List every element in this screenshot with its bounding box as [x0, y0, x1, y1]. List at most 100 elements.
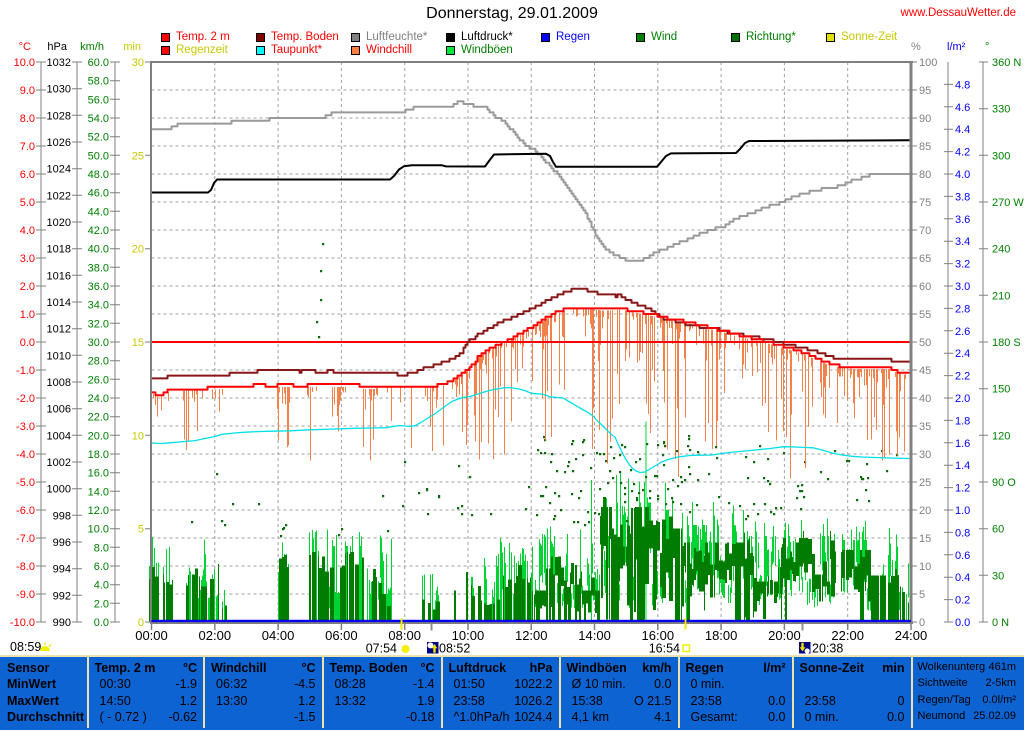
- svg-text:2.0: 2.0: [20, 281, 35, 293]
- svg-text:-3.0: -3.0: [16, 421, 35, 433]
- svg-text:l/m²: l/m²: [947, 41, 966, 53]
- svg-text:18:00: 18:00: [705, 628, 738, 643]
- svg-text:1010: 1010: [47, 350, 71, 362]
- svg-text:25: 25: [132, 150, 144, 162]
- svg-text:54.0: 54.0: [88, 113, 109, 125]
- svg-text:60.0: 60.0: [88, 57, 109, 69]
- svg-text:02:00: 02:00: [199, 628, 232, 643]
- svg-text:1016: 1016: [47, 270, 71, 282]
- svg-text:25: 25: [919, 477, 931, 489]
- svg-text:1014: 1014: [47, 297, 71, 309]
- svg-text:km/h: km/h: [80, 41, 104, 53]
- svg-text:8.0: 8.0: [20, 113, 35, 125]
- svg-text:4.8: 4.8: [955, 79, 970, 91]
- svg-text:5.0: 5.0: [20, 197, 35, 209]
- svg-text:2.6: 2.6: [955, 326, 970, 338]
- svg-text:04:00: 04:00: [262, 628, 295, 643]
- svg-text:210: 210: [992, 290, 1010, 302]
- svg-text:28.0: 28.0: [88, 356, 109, 368]
- svg-text:1006: 1006: [47, 404, 71, 416]
- svg-text:12.0: 12.0: [88, 505, 109, 517]
- svg-text:08:59: 08:59: [10, 640, 41, 654]
- svg-text:992: 992: [53, 590, 71, 602]
- svg-text:30: 30: [132, 57, 144, 69]
- svg-text:16:54: 16:54: [649, 642, 680, 656]
- svg-text:1020: 1020: [47, 217, 71, 229]
- svg-text:5: 5: [919, 589, 925, 601]
- svg-text:18.0: 18.0: [88, 449, 109, 461]
- svg-text:80: 80: [919, 169, 931, 181]
- svg-text:10.0: 10.0: [88, 524, 109, 536]
- svg-text:20.0: 20.0: [88, 430, 109, 442]
- svg-text:1032: 1032: [47, 57, 71, 69]
- svg-text:4.2: 4.2: [955, 147, 970, 159]
- svg-text:45: 45: [919, 365, 931, 377]
- svg-text:994: 994: [53, 564, 71, 576]
- svg-text:1000: 1000: [47, 484, 71, 496]
- svg-text:1.6: 1.6: [955, 438, 970, 450]
- svg-text:hPa: hPa: [47, 41, 67, 53]
- svg-text:150: 150: [992, 384, 1010, 396]
- svg-text:3.6: 3.6: [955, 214, 970, 226]
- svg-text:55: 55: [919, 309, 931, 321]
- svg-text:85: 85: [919, 141, 931, 153]
- svg-text:52.0: 52.0: [88, 132, 109, 144]
- svg-text:330: 330: [992, 104, 1010, 116]
- svg-text:1.0: 1.0: [20, 309, 35, 321]
- svg-text:5: 5: [138, 524, 144, 536]
- svg-text:90: 90: [919, 113, 931, 125]
- svg-text:0.0: 0.0: [20, 337, 35, 349]
- svg-text:4.0: 4.0: [955, 169, 970, 181]
- svg-text:46.0: 46.0: [88, 188, 109, 200]
- svg-text:2.0: 2.0: [94, 598, 109, 610]
- svg-text:998: 998: [53, 510, 71, 522]
- svg-text:%: %: [911, 41, 921, 53]
- svg-text:996: 996: [53, 537, 71, 549]
- svg-text:50.0: 50.0: [88, 150, 109, 162]
- svg-text:1024: 1024: [47, 164, 71, 176]
- svg-text:10: 10: [919, 561, 931, 573]
- svg-text:1018: 1018: [47, 244, 71, 256]
- svg-text:7.0: 7.0: [20, 141, 35, 153]
- svg-text:40.0: 40.0: [88, 244, 109, 256]
- svg-text:3.2: 3.2: [955, 259, 970, 271]
- svg-text:48.0: 48.0: [88, 169, 109, 181]
- svg-text:990: 990: [53, 617, 71, 629]
- svg-text:56.0: 56.0: [88, 94, 109, 106]
- svg-text:0: 0: [919, 617, 925, 629]
- svg-text:26.0: 26.0: [88, 374, 109, 386]
- svg-text:06:00: 06:00: [325, 628, 358, 643]
- svg-text:75: 75: [919, 197, 931, 209]
- svg-text:65: 65: [919, 253, 931, 265]
- svg-text:42.0: 42.0: [88, 225, 109, 237]
- svg-text:12:00: 12:00: [515, 628, 548, 643]
- svg-text:58.0: 58.0: [88, 76, 109, 88]
- svg-text:32.0: 32.0: [88, 318, 109, 330]
- svg-text:14:00: 14:00: [578, 628, 611, 643]
- svg-text:36.0: 36.0: [88, 281, 109, 293]
- svg-text:180 S: 180 S: [992, 337, 1021, 349]
- svg-text:1.8: 1.8: [955, 415, 970, 427]
- svg-text:08:00: 08:00: [388, 628, 421, 643]
- svg-text:20:00: 20:00: [768, 628, 801, 643]
- svg-text:-6.0: -6.0: [16, 505, 35, 517]
- svg-text:22.0: 22.0: [88, 412, 109, 424]
- svg-text:360 N: 360 N: [992, 57, 1021, 69]
- svg-text:00:00: 00:00: [135, 628, 168, 643]
- svg-text:4.4: 4.4: [955, 124, 970, 136]
- svg-text:30: 30: [919, 449, 931, 461]
- svg-text:0.4: 0.4: [955, 572, 970, 584]
- svg-text:1004: 1004: [47, 430, 71, 442]
- svg-text:6.0: 6.0: [20, 169, 35, 181]
- svg-text:100: 100: [919, 57, 937, 69]
- svg-text:120: 120: [992, 430, 1010, 442]
- svg-text:1012: 1012: [47, 324, 71, 336]
- svg-text:10.0: 10.0: [14, 57, 35, 69]
- svg-text:07:54: 07:54: [366, 642, 397, 656]
- svg-text:34.0: 34.0: [88, 300, 109, 312]
- svg-text:0.0: 0.0: [955, 617, 970, 629]
- svg-text:10:00: 10:00: [452, 628, 485, 643]
- svg-text:8.0: 8.0: [94, 542, 109, 554]
- svg-text:1022: 1022: [47, 190, 71, 202]
- svg-text:1008: 1008: [47, 377, 71, 389]
